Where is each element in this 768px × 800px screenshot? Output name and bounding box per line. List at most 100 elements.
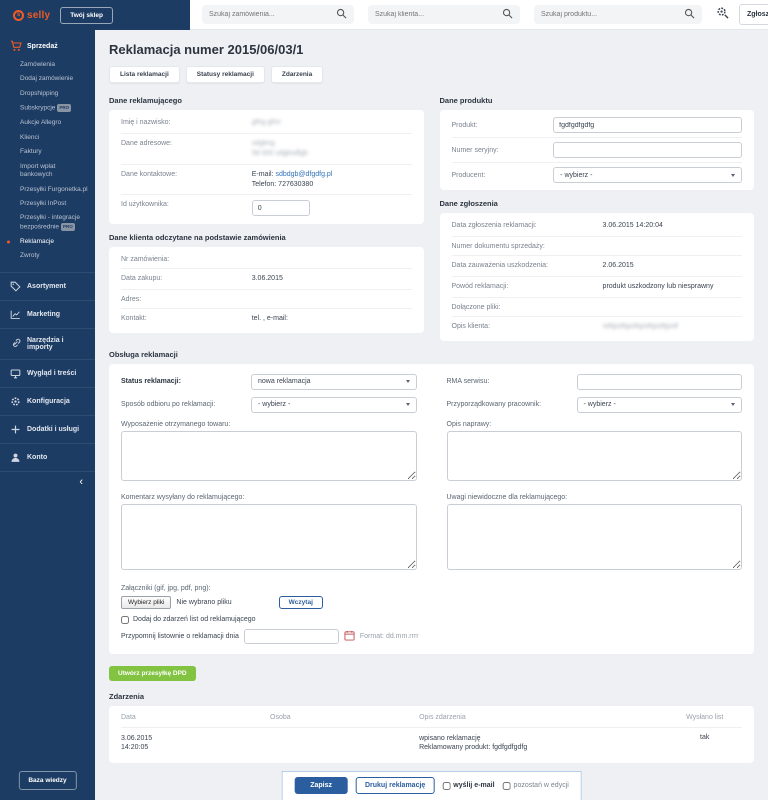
reports-button[interactable]: Zgłoszenia: [739, 4, 768, 25]
sidebar-item-dropshipping[interactable]: Dropshipping: [20, 89, 59, 97]
address-label: Dane adresowe:: [121, 140, 172, 148]
sidebar-section-label: Dodatki i usługi: [27, 425, 80, 433]
status-select[interactable]: nowa reklamacja: [251, 373, 417, 390]
sidebar-section-konfiguracja[interactable]: Konfiguracja: [0, 386, 95, 415]
stay-edit-check: pozostań w edycji: [502, 781, 569, 790]
email-link[interactable]: sdbdgb@dfgdfg.pl: [275, 170, 333, 178]
tab-zdarzenia[interactable]: Zdarzenia: [270, 66, 324, 83]
notes-textarea[interactable]: [446, 503, 742, 570]
sidebar-section-wyglad[interactable]: Wygląd i treści: [0, 358, 95, 387]
info-row-files: Dołączone pliki:: [451, 298, 742, 318]
field-row-producer: Producent: - wybierz -: [452, 163, 742, 187]
notes-label: Uwagi niewidoczne dla reklamującego:: [446, 493, 568, 501]
search-orders-input[interactable]: [209, 11, 336, 18]
search-orders-box: [202, 5, 354, 24]
send-email-check: wyślij e-mail: [442, 781, 495, 790]
your-shop-button[interactable]: Twój sklep: [60, 6, 113, 24]
send-email-checkbox-label: wyślij e-mail: [453, 782, 495, 789]
equipment-textarea[interactable]: [121, 430, 417, 481]
info-row-reason: Powód reklamacji: produkt uszkodzony lub…: [451, 277, 742, 299]
email-prefix: E-mail:: [251, 170, 274, 178]
employee-label: Przyporządkowany pracownik:: [446, 401, 542, 409]
knowledge-base-button[interactable]: Baza wiedzy: [18, 771, 77, 790]
stay-edit-checkbox[interactable]: [502, 781, 511, 790]
chart-icon: [10, 309, 21, 320]
complainant-heading: Dane reklamującego: [109, 96, 182, 105]
email-line: E-mail: sdbdgb@dfgdfg.pl: [252, 170, 412, 180]
sidebar-item-import-wplat[interactable]: Import wpłat bankowych: [20, 162, 56, 179]
product-input[interactable]: [553, 117, 742, 133]
selly-logo[interactable]: s selly: [13, 9, 51, 21]
product-control: [553, 117, 742, 133]
sidebar-item-dodaj-zamowienie[interactable]: Dodaj zamówienie: [20, 75, 74, 83]
sidebar-item-przesylki-inpost[interactable]: Przesyłki InPost: [20, 200, 67, 208]
sidebar-item-reklamacje[interactable]: Reklamacje: [0, 235, 95, 249]
create-dpd-shipment-button[interactable]: Utwórz przesyłkę DPD: [109, 665, 196, 681]
producer-select[interactable]: - wybierz -: [553, 167, 742, 183]
serial-label: Numer seryjny:: [451, 146, 499, 154]
sidebar-collapse-button[interactable]: ‹: [0, 470, 95, 492]
rma-control: [576, 373, 742, 390]
sidebar-item-przesylki-furgonetka[interactable]: Przesyłki Furgonetka.pl: [20, 185, 88, 193]
user-id-label: Id użytkownika:: [121, 201, 169, 209]
reason-label: Powód reklamacji:: [451, 283, 509, 291]
add-event-checkbox[interactable]: [121, 615, 129, 624]
handling-left: Status reklamacji: nowa reklamacja Sposó…: [121, 373, 417, 575]
remind-row: Przypomnij listownie o reklamacji dnia F…: [121, 628, 742, 644]
sidebar-section-konto[interactable]: Konto: [0, 442, 95, 471]
user-id-input[interactable]: [251, 200, 310, 217]
report-heading: Dane zgłoszenia: [439, 199, 498, 208]
repair-textarea[interactable]: [446, 430, 742, 481]
info-row-damage-date: Data zauważenia uszkodzenia: 2.06.2015: [451, 256, 742, 278]
selly-logo-text: selly: [27, 9, 51, 21]
handling-grid: Status reklamacji: nowa reklamacja Sposó…: [121, 373, 742, 575]
sidebar-item-zamowienia[interactable]: Zamówienia: [20, 61, 56, 68]
calendar-icon[interactable]: [344, 630, 355, 643]
sidebar-item-subskrypcje[interactable]: Subskrypcje PRO: [0, 101, 95, 116]
sidebar-item-faktury[interactable]: Faktury: [20, 148, 42, 156]
tab-lista-reklamacji[interactable]: Lista reklamacji: [109, 66, 180, 83]
events-table-header: Data Osoba Opis zdarzenia Wysłano list: [121, 708, 742, 728]
sidebar-section-sprzedaz[interactable]: Sprzedaż: [0, 30, 95, 58]
sidebar-section-dodatki[interactable]: Dodatki i usługi: [0, 414, 95, 443]
rma-input[interactable]: [576, 373, 742, 390]
info-row-user-id: Id użytkownika:: [121, 195, 412, 221]
search-settings-icon[interactable]: [716, 6, 729, 24]
sidebar-item-label: Przesyłki - integracje bezpośrednie: [20, 214, 80, 231]
employee-select[interactable]: - wybierz -: [576, 396, 742, 413]
date-format-hint: Format: dd.mm.rrrr: [359, 632, 419, 640]
events-heading: Zdarzenia: [109, 691, 145, 701]
serial-control: [553, 142, 742, 158]
serial-input[interactable]: [553, 142, 742, 158]
save-button[interactable]: Zapisz: [294, 777, 348, 794]
sidebar-section-asortyment[interactable]: Asortyment: [0, 271, 95, 300]
address-line1: sdgbng: [251, 140, 275, 148]
search-products-box: [534, 5, 702, 24]
search-icon[interactable]: [502, 6, 513, 24]
sidebar-item-zwroty[interactable]: Zwroty: [20, 252, 40, 260]
pickup-select[interactable]: - wybierz -: [251, 396, 417, 413]
search-clients-input[interactable]: [375, 11, 502, 18]
send-email-checkbox[interactable]: [442, 781, 451, 790]
sidebar-item-przesylki-integracje[interactable]: Przesyłki - integracje bezpośrednie PRO: [0, 211, 95, 235]
tab-statusy-reklamacji[interactable]: Statusy reklamacji: [185, 66, 265, 83]
search-icon[interactable]: [336, 6, 347, 24]
sidebar-section-marketing[interactable]: Marketing: [0, 299, 95, 328]
remind-date-input[interactable]: [243, 628, 339, 644]
handling-card: Status reklamacji: nowa reklamacja Sposó…: [109, 363, 754, 654]
pro-badge: PRO: [57, 104, 72, 113]
sidebar-item-aukcje-allegro[interactable]: Aukcje Allegro: [20, 119, 62, 127]
chevron-down-icon: [405, 403, 410, 407]
pickup-select-value: - wybierz -: [258, 401, 291, 409]
search-icon[interactable]: [684, 6, 695, 24]
choose-files-button[interactable]: Wybierz pliki: [121, 595, 172, 609]
sidebar-section-narzedzia[interactable]: Narzędzia i importy: [0, 327, 95, 359]
print-complaint-button[interactable]: Drukuj reklamację: [355, 777, 435, 794]
sidebar-item-klienci[interactable]: Klienci: [20, 133, 40, 141]
comment-textarea[interactable]: [121, 503, 417, 570]
search-products-input[interactable]: [541, 11, 684, 18]
upload-button[interactable]: Wczytaj: [278, 595, 323, 609]
topbar: s selly Twój sklep Zgłoszenia selly: [0, 0, 768, 30]
topbar-toolbar: Zgłoszenia selly: [190, 0, 768, 30]
link-icon: [10, 338, 21, 349]
